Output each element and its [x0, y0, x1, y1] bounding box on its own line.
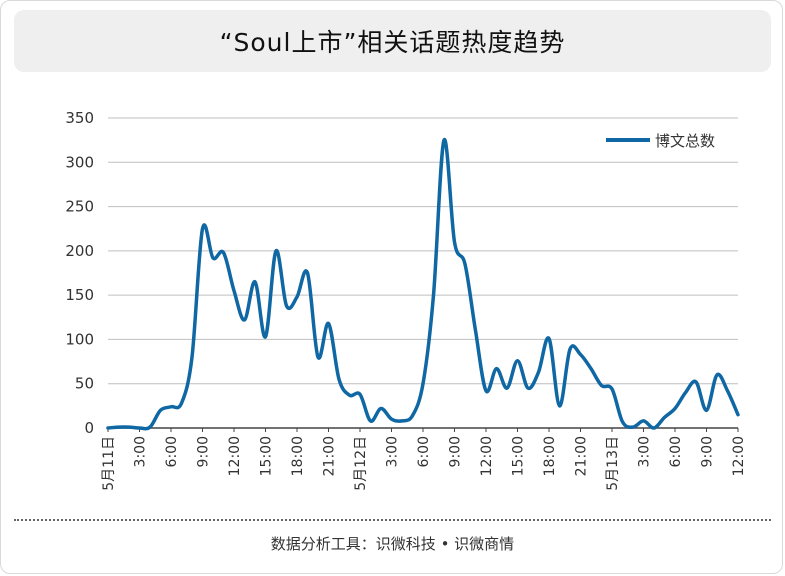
- chart-title: “Soul上市”相关话题热度趋势: [219, 28, 566, 57]
- series-line: [106, 138, 740, 431]
- x-tick-label: 15:00: [259, 436, 275, 476]
- x-tick-label: 9:00: [700, 436, 716, 467]
- y-tick-labels: 0 50 100 150 200 250 300 350: [65, 109, 94, 437]
- y-tick-label: 0: [84, 419, 94, 437]
- x-tick-label: 6:00: [416, 436, 432, 467]
- x-tick-label: 3:00: [637, 436, 653, 467]
- y-tick-label: 100: [65, 330, 94, 348]
- x-tick-label: 12:00: [227, 436, 243, 476]
- legend-label: 博文总数: [655, 132, 715, 150]
- y-tick-label: 150: [65, 286, 94, 304]
- x-tick-label: 9:00: [448, 436, 464, 467]
- y-tick-label: 350: [65, 109, 94, 127]
- series-layer: [106, 138, 740, 431]
- title-banner: “Soul上市”相关话题热度趋势: [14, 10, 771, 72]
- x-tick-label: 15:00: [511, 436, 527, 476]
- x-tick-label: 6:00: [668, 436, 684, 467]
- x-tick-label: 3:00: [385, 436, 401, 467]
- y-tick-label: 50: [75, 375, 94, 393]
- x-tick-label: 6:00: [164, 436, 180, 467]
- y-tick-label: 200: [65, 242, 94, 260]
- data-source-note: 数据分析工具：识微科技 • 识微商情: [270, 535, 515, 553]
- y-tick-label: 300: [65, 153, 94, 171]
- x-tick-label: 21:00: [322, 436, 338, 476]
- x-tick-label: 18:00: [542, 436, 558, 476]
- legend: 博文总数: [606, 132, 715, 150]
- footer-divider: [14, 519, 771, 521]
- x-tick-label: 5月13日: [605, 436, 621, 491]
- x-tick-label: 5月11日: [101, 436, 117, 491]
- x-tick-label: 3:00: [133, 436, 149, 467]
- x-tick-label: 9:00: [196, 436, 212, 467]
- x-tick-label: 18:00: [290, 436, 306, 476]
- x-tick-label: 21:00: [574, 436, 590, 476]
- x-tick-label: 12:00: [731, 436, 747, 476]
- y-tick-label: 250: [65, 198, 94, 216]
- x-tick-labels: 5月11日 3:00 6:00 9:00 12:00 15:00 18:00 21:00 5月1…: [101, 428, 747, 491]
- x-tick-label: 5月12日: [353, 436, 369, 491]
- x-tick-label: 12:00: [479, 436, 495, 476]
